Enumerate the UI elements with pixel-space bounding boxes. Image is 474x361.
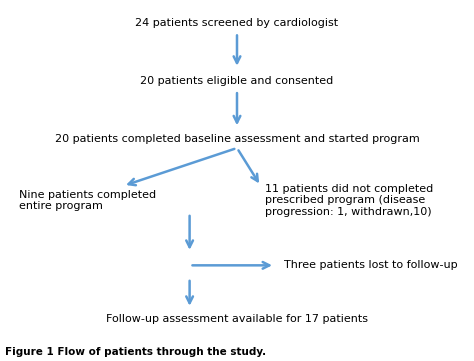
Text: Three patients lost to follow-up: Three patients lost to follow-up	[284, 260, 458, 270]
Text: 11 patients did not completed
prescribed program (disease
progression: 1, withdr: 11 patients did not completed prescribed…	[265, 184, 434, 217]
Text: Nine patients completed
entire program: Nine patients completed entire program	[19, 190, 156, 211]
Text: 20 patients completed baseline assessment and started program: 20 patients completed baseline assessmen…	[55, 134, 419, 144]
Text: 24 patients screened by cardiologist: 24 patients screened by cardiologist	[136, 18, 338, 29]
Text: Figure 1 Flow of patients through the study.: Figure 1 Flow of patients through the st…	[5, 347, 266, 357]
Text: Follow-up assessment available for 17 patients: Follow-up assessment available for 17 pa…	[106, 314, 368, 325]
Text: 20 patients eligible and consented: 20 patients eligible and consented	[140, 76, 334, 86]
